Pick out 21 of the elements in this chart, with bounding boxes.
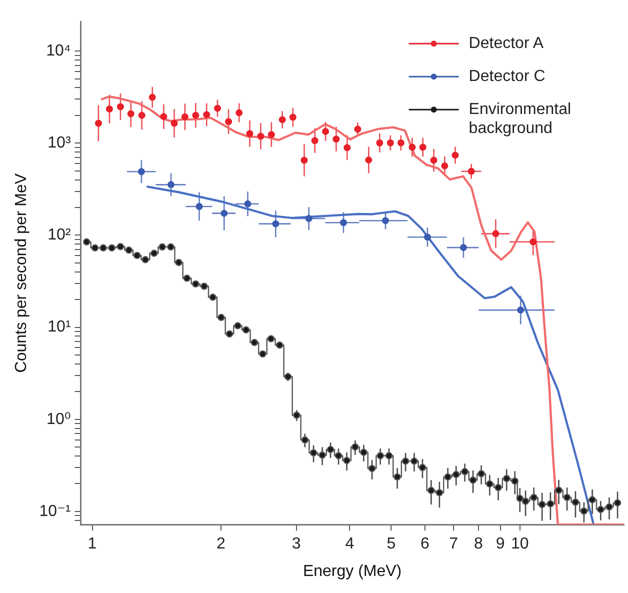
x-axis-title: Energy (MeV) [302, 562, 402, 580]
x-tick-label: 6 [420, 536, 430, 553]
x-tick-label: 5 [386, 536, 396, 553]
x-tick-label: 9 [496, 536, 505, 553]
x-tick-label: 3 [292, 536, 301, 553]
legend-label: Detector A [468, 35, 544, 52]
legend-label: Detector C [468, 68, 546, 86]
legend-label: Environmental background [468, 101, 572, 138]
y-tick-label: 10² [48, 226, 72, 244]
x-tick-label: 7 [449, 536, 458, 553]
y-tick-label: 10⁰ [46, 410, 71, 428]
y-axis-title: Counts per second per MeV [13, 173, 30, 373]
x-tick-label: 2 [216, 536, 226, 553]
y-tick-label: 10³ [48, 134, 72, 152]
y-tick-label: 10⁴ [46, 42, 71, 60]
x-tick-label: 4 [345, 536, 354, 553]
x-tick-label: 1 [88, 536, 97, 553]
x-tick-label: 8 [474, 536, 483, 553]
x-tick-label: 10 [510, 536, 529, 553]
y-tick-label: 10⁻¹ [39, 502, 71, 520]
y-tick-label: 10¹ [48, 318, 71, 336]
